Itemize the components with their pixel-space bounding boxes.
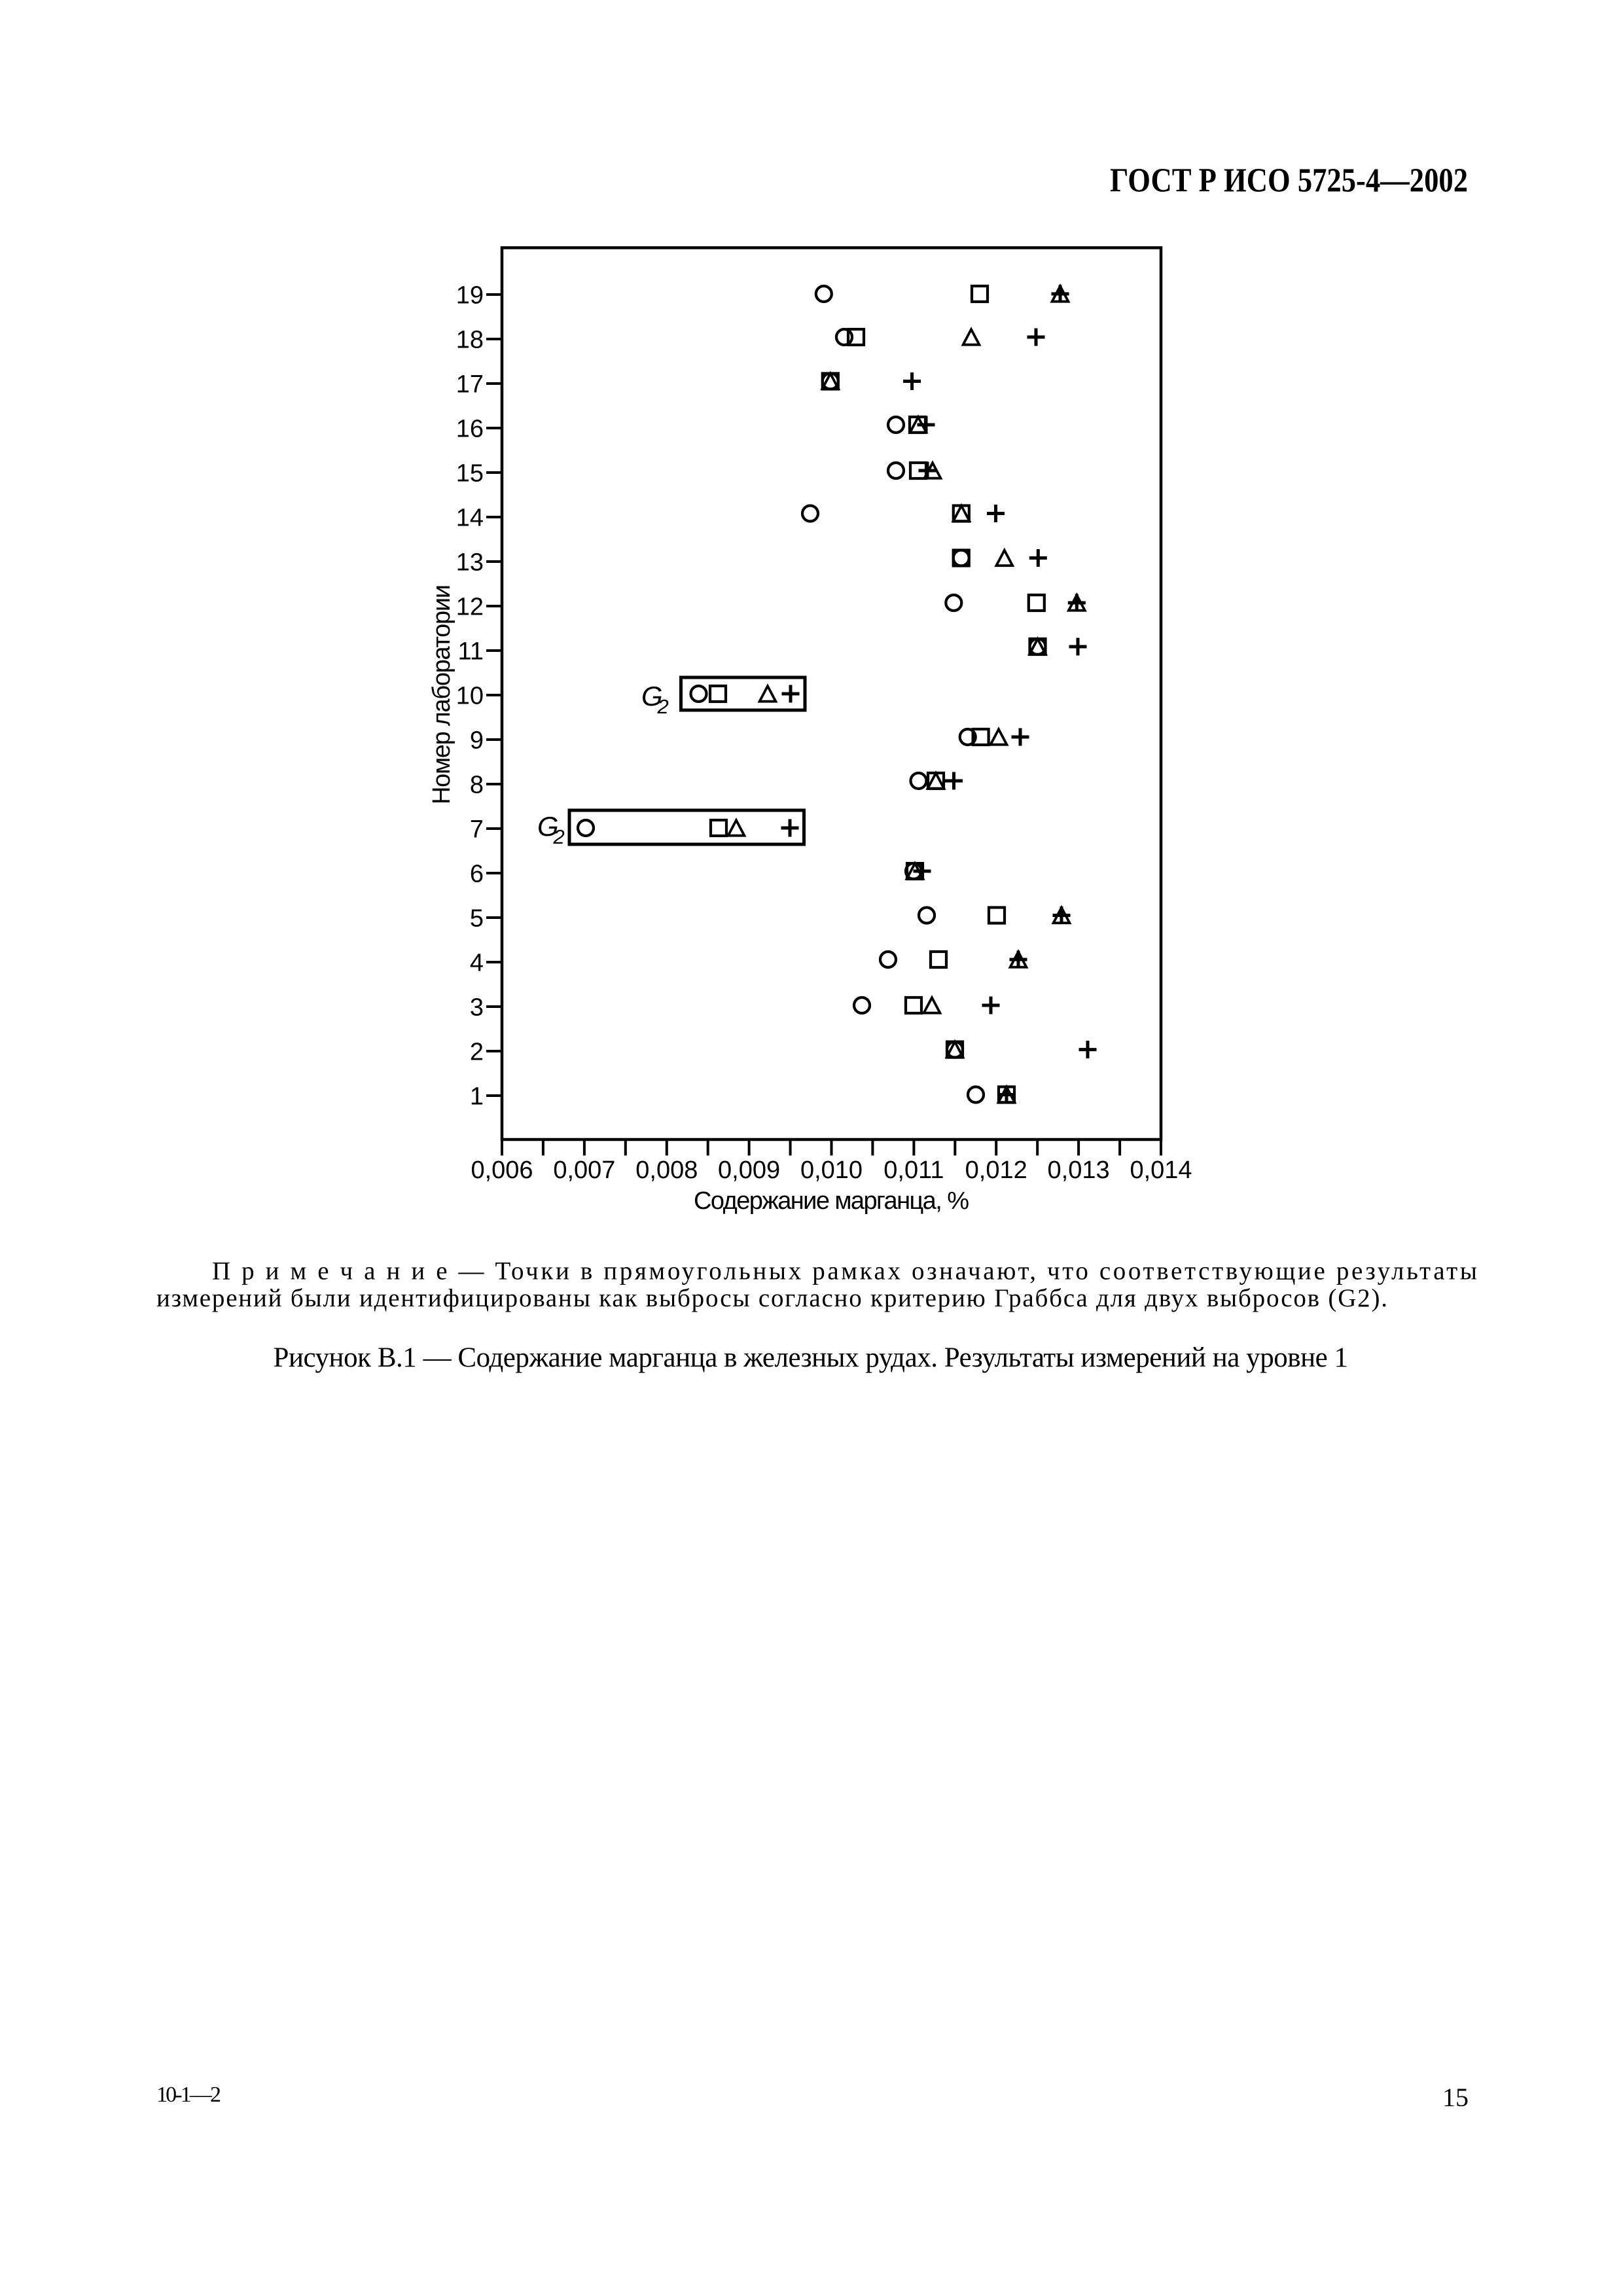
svg-text:3: 3 bbox=[470, 994, 484, 1022]
svg-text:ГОСТ Р ИСО 5725-4—2002: ГОСТ Р ИСО 5725-4—2002 bbox=[1110, 162, 1468, 199]
svg-text:0,012: 0,012 bbox=[965, 1157, 1027, 1184]
svg-text:2: 2 bbox=[470, 1039, 484, 1066]
svg-text:19: 19 bbox=[456, 282, 484, 310]
svg-text:0,007: 0,007 bbox=[553, 1157, 615, 1184]
svg-text:измерений были идентифицирован: измерений были идентифицированы как выбр… bbox=[156, 1284, 1387, 1312]
svg-text:12: 12 bbox=[456, 594, 484, 621]
svg-text:0,010: 0,010 bbox=[800, 1157, 863, 1184]
svg-text:0,014: 0,014 bbox=[1130, 1157, 1192, 1184]
svg-text:10: 10 bbox=[456, 683, 484, 710]
svg-text:16: 16 bbox=[456, 416, 484, 443]
svg-text:0,006: 0,006 bbox=[471, 1157, 533, 1184]
svg-text:10-1—2: 10-1—2 bbox=[156, 2083, 221, 2107]
svg-text:5: 5 bbox=[470, 905, 484, 933]
svg-text:Рисунок В.1 — Содержание марга: Рисунок В.1 — Содержание марганца в желе… bbox=[274, 1342, 1349, 1373]
svg-text:6: 6 bbox=[470, 861, 484, 888]
svg-text:4: 4 bbox=[470, 950, 484, 977]
svg-text:G: G bbox=[537, 811, 559, 842]
svg-text:1: 1 bbox=[470, 1083, 484, 1111]
svg-text:2: 2 bbox=[657, 695, 669, 718]
svg-text:8: 8 bbox=[470, 772, 484, 799]
svg-text:Содержание марганца, %: Содержание марганца, % bbox=[694, 1187, 969, 1215]
svg-text:0,011: 0,011 bbox=[883, 1157, 944, 1184]
svg-text:18: 18 bbox=[456, 327, 484, 354]
svg-text:0,009: 0,009 bbox=[718, 1157, 780, 1184]
svg-text:11: 11 bbox=[458, 638, 484, 666]
svg-text:7: 7 bbox=[470, 816, 484, 844]
svg-text:14: 14 bbox=[456, 505, 484, 532]
svg-text:15: 15 bbox=[1442, 2083, 1469, 2112]
svg-text:17: 17 bbox=[456, 371, 484, 399]
svg-text:15: 15 bbox=[456, 460, 484, 488]
svg-text:П р и м е ч а н и е — Точки в: П р и м е ч а н и е — Точки в прямоуголь… bbox=[212, 1257, 1477, 1285]
svg-text:G: G bbox=[641, 681, 663, 711]
svg-text:2: 2 bbox=[553, 825, 565, 848]
svg-text:Номер лаборатории: Номер лаборатории bbox=[428, 584, 455, 804]
svg-text:9: 9 bbox=[470, 727, 484, 755]
svg-text:13: 13 bbox=[456, 549, 484, 577]
svg-text:0,008: 0,008 bbox=[635, 1157, 698, 1184]
svg-text:0,013: 0,013 bbox=[1048, 1157, 1110, 1184]
